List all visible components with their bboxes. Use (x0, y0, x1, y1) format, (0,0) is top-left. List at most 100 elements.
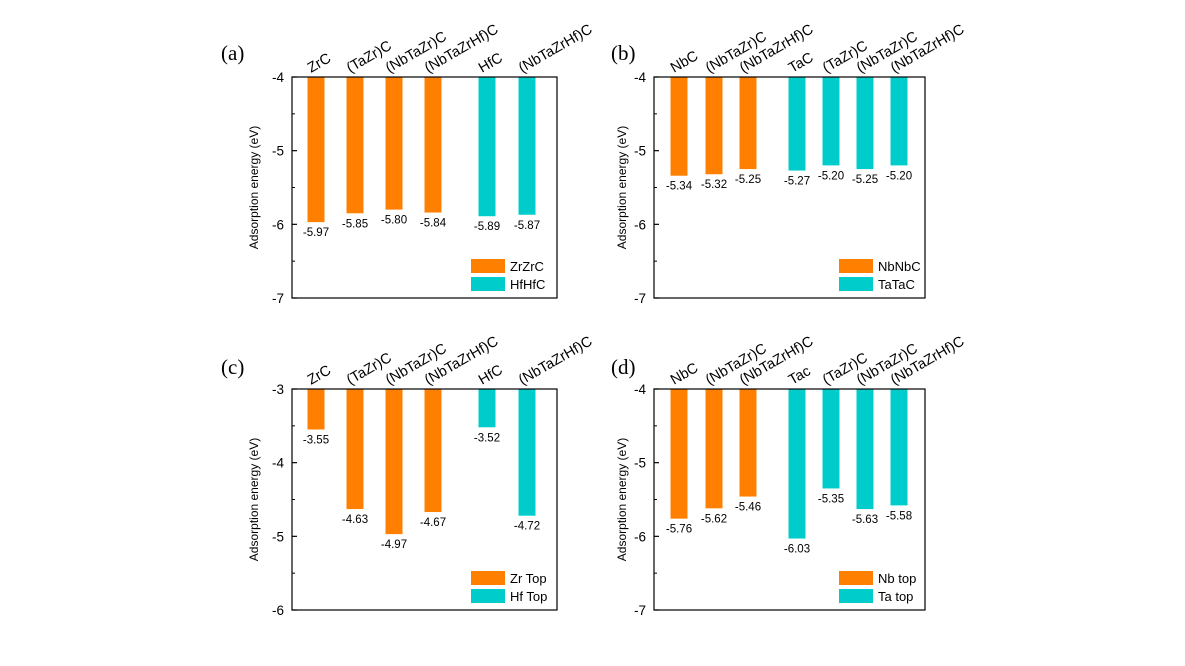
value-label: -4.97 (381, 539, 407, 551)
value-label: -4.72 (514, 521, 540, 533)
y-tick-label: -4 (272, 456, 284, 471)
value-label: -5.35 (818, 493, 844, 505)
value-label: -5.32 (701, 179, 727, 191)
value-label: -3.52 (474, 432, 500, 444)
bar (856, 389, 874, 510)
value-label: -5.27 (784, 176, 810, 188)
y-axis-label: Adsorption energy (eV) (247, 126, 261, 249)
bar (424, 77, 442, 213)
y-tick-label: -5 (634, 144, 646, 159)
legend-swatch (839, 589, 873, 603)
category-label: NbC (668, 48, 701, 76)
value-label: -5.85 (342, 218, 368, 230)
y-tick-label: -7 (272, 291, 284, 306)
value-label: -5.89 (474, 221, 500, 233)
category-label: TaC (786, 50, 816, 77)
value-label: -5.84 (420, 218, 447, 230)
category-label: (NbTaZrHf)C (516, 334, 595, 389)
legend-label: NbNbC (878, 259, 921, 274)
legend-swatch (839, 259, 873, 273)
value-label: -5.34 (666, 181, 693, 193)
panel-label: (b) (611, 41, 636, 65)
legend-swatch (839, 571, 873, 585)
y-tick-label: -3 (272, 382, 284, 397)
bar (385, 389, 403, 535)
bar (478, 389, 496, 428)
bar (822, 77, 840, 166)
bar (424, 389, 442, 513)
y-tick-label: -4 (634, 382, 646, 397)
legend-swatch (471, 589, 505, 603)
category-label: (NbTaZrHf)C (516, 22, 595, 77)
bar (788, 77, 806, 171)
value-label: -5.20 (818, 170, 844, 182)
y-tick-label: -6 (634, 529, 646, 544)
y-tick-label: -6 (634, 217, 646, 232)
legend-label: ZrZrC (510, 259, 544, 274)
y-tick-label: -5 (272, 144, 284, 159)
y-tick-label: -5 (272, 529, 284, 544)
y-axis-label: Adsorption energy (eV) (247, 438, 261, 561)
bar (307, 389, 325, 430)
y-axis-label: Adsorption energy (eV) (615, 126, 629, 249)
legend-label: Hf Top (510, 589, 547, 604)
value-label: -5.87 (514, 220, 540, 232)
legend-swatch (839, 277, 873, 291)
bar (385, 77, 403, 210)
bar (346, 77, 364, 214)
bar (856, 77, 874, 170)
legend-label: Ta top (878, 589, 913, 604)
bar (739, 389, 757, 497)
value-label: -5.25 (852, 174, 878, 186)
bar (670, 77, 688, 176)
value-label: -5.62 (701, 513, 727, 525)
bar (739, 77, 757, 170)
category-label: HfC (476, 362, 506, 388)
panel-label: (a) (221, 41, 244, 65)
chart-panel-4: (d)-5.76NbC-5.62(NbTaZr)C-5.46(NbTaZrHf)… (611, 334, 967, 618)
bar (518, 77, 536, 215)
category-label: HfC (476, 50, 506, 76)
y-tick-label: -4 (272, 70, 284, 85)
bar (705, 389, 723, 509)
bar (890, 77, 908, 166)
value-label: -4.63 (342, 514, 368, 526)
bar (788, 389, 806, 539)
value-label: -5.76 (666, 524, 692, 536)
panel-label: (d) (611, 355, 636, 379)
bar (705, 77, 723, 175)
value-label: -5.97 (303, 227, 329, 239)
legend-swatch (471, 277, 505, 291)
value-label: -5.25 (735, 174, 761, 186)
chart-panel-1: (a)-5.97ZrC-5.85(TaZr)C-5.80(NbTaZr)C-5.… (221, 22, 595, 306)
bar (670, 389, 688, 519)
value-label: -5.58 (886, 510, 912, 522)
bar (478, 77, 496, 217)
bar (346, 389, 364, 510)
y-tick-label: -5 (634, 456, 646, 471)
panel-label: (c) (221, 355, 244, 379)
value-label: -3.55 (303, 435, 329, 447)
value-label: -4.67 (420, 517, 446, 529)
value-label: -5.20 (886, 170, 912, 182)
bar (822, 389, 840, 489)
legend-label: TaTaC (878, 277, 915, 292)
category-label: ZrC (305, 51, 334, 77)
chart-panel-2: (b)-5.34NbC-5.32(NbTaZr)C-5.25(NbTaZrHf)… (611, 22, 967, 306)
y-tick-label: -4 (634, 70, 646, 85)
bar (890, 389, 908, 506)
value-label: -5.80 (381, 215, 407, 227)
y-tick-label: -7 (634, 291, 646, 306)
y-tick-label: -6 (272, 603, 284, 618)
category-label: ZrC (305, 363, 334, 389)
legend-label: Zr Top (510, 571, 547, 586)
category-label: Tac (786, 363, 814, 388)
chart-panel-3: (c)-3.55ZrC-4.63(TaZr)C-4.97(NbTaZr)C-4.… (221, 334, 595, 618)
legend-label: HfHfC (510, 277, 545, 292)
legend-swatch (471, 259, 505, 273)
y-tick-label: -7 (634, 603, 646, 618)
legend-swatch (471, 571, 505, 585)
category-label: NbC (668, 360, 701, 388)
bar (307, 77, 325, 223)
